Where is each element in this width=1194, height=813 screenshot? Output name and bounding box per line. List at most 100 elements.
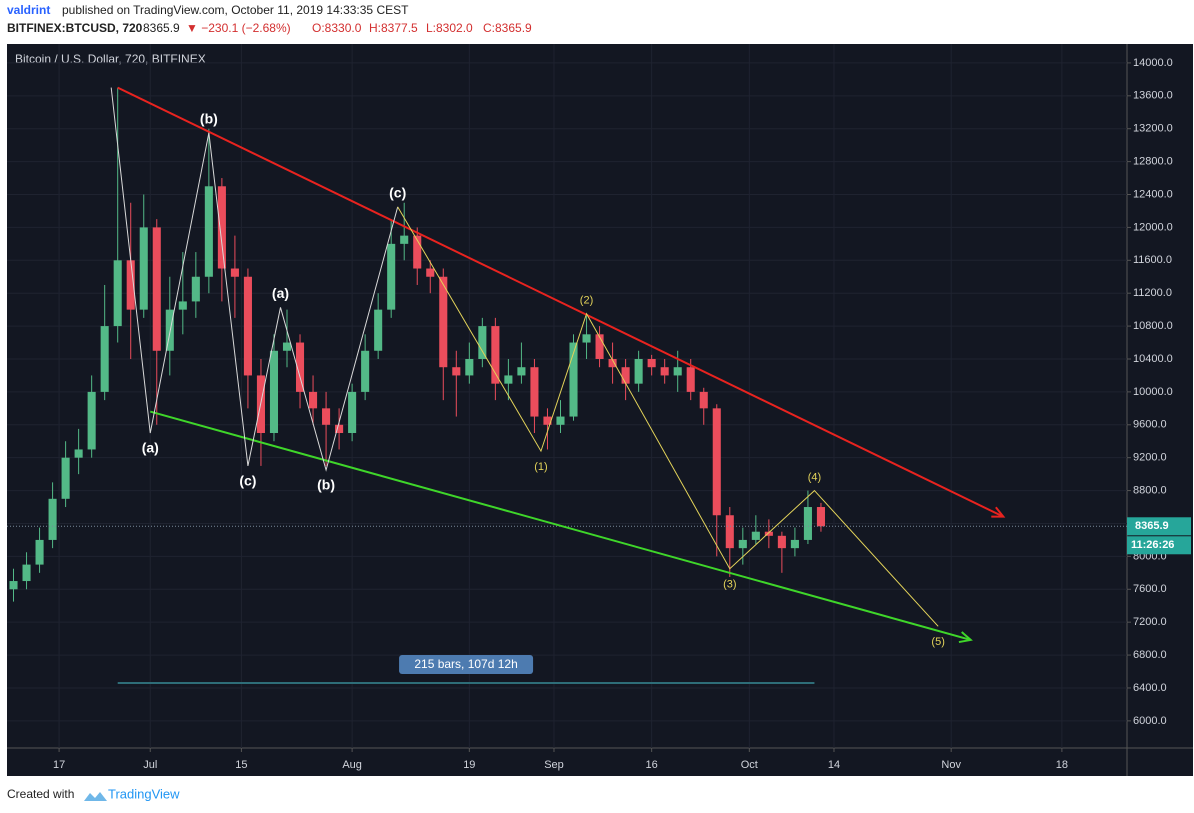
x-tick-label: 16: [646, 759, 658, 771]
candle-body: [699, 391, 708, 409]
ohlc: O:8330.0 H:8377.5 L:8302.0 C:8365.9: [312, 21, 532, 35]
candle-body: [608, 358, 617, 368]
y-tick-label: 12800.0: [1133, 156, 1173, 168]
x-tick-label: 17: [53, 759, 65, 771]
candle-body: [803, 507, 812, 540]
candle-body: [191, 276, 200, 302]
candle-body: [100, 326, 109, 392]
author: valdrint: [7, 3, 50, 17]
candle-body: [113, 260, 122, 327]
wave-label: (c): [239, 473, 256, 489]
y-tick-label: 13200.0: [1133, 123, 1173, 135]
candle-body: [361, 350, 370, 392]
candle-body: [517, 367, 526, 376]
candle-body: [269, 350, 279, 434]
wave-label: (1): [534, 461, 547, 473]
candle-body: [751, 531, 760, 540]
ohlc-value: L:8302.0: [426, 21, 473, 35]
candle-body: [595, 334, 604, 359]
symbol: BITFINEX:BTCUSD, 720: [7, 21, 143, 35]
candle-body: [660, 367, 669, 376]
candle-body: [621, 367, 630, 384]
candle-body: [322, 408, 331, 425]
footer-brand[interactable]: TradingView: [108, 786, 180, 801]
candle-body: [374, 309, 383, 351]
wave-label: (a): [142, 440, 159, 456]
trend-arrow: [958, 631, 973, 644]
y-tick-label: 10400.0: [1133, 353, 1173, 365]
candle-body: [387, 243, 396, 310]
x-tick-label: Jul: [143, 759, 157, 771]
candle-body: [530, 367, 539, 417]
wave-label: (3): [723, 579, 736, 591]
x-tick-label: 14: [828, 759, 840, 771]
trend-line: [117, 86, 1004, 518]
y-tick-label: 8800.0: [1133, 484, 1167, 496]
candle-body: [777, 535, 786, 549]
y-tick-label: 10000.0: [1133, 386, 1173, 398]
candle-body: [48, 498, 57, 540]
x-tick-label: Aug: [342, 759, 362, 771]
change: ▼ −230.1 (−2.68%): [186, 21, 291, 35]
y-tick-label: 6800.0: [1133, 649, 1167, 661]
candle-body: [413, 235, 422, 269]
x-tick-label: 18: [1056, 759, 1068, 771]
candle-body: [439, 276, 448, 368]
chart-background: [7, 44, 1193, 776]
footer-created: Created with: [7, 787, 74, 801]
y-tick-label: 14000.0: [1133, 57, 1173, 69]
candle-body: [582, 334, 591, 343]
candle-body: [204, 186, 213, 277]
candle-body: [686, 367, 695, 392]
countdown-label: 11:26:26: [1131, 539, 1174, 551]
candle-body: [634, 358, 643, 384]
candle-body: [165, 309, 174, 351]
trend-line: [149, 410, 971, 641]
candle-body: [74, 449, 83, 458]
y-tick-label: 9600.0: [1133, 419, 1167, 431]
chart-title: Bitcoin / U.S. Dollar, 720, BITFINEX: [15, 52, 206, 66]
candle-body: [543, 416, 552, 425]
measure-label: 215 bars, 107d 12h: [414, 657, 517, 671]
y-tick-label: 11200.0: [1133, 287, 1172, 299]
trend-arrow: [991, 506, 1006, 518]
countdown-box: [1127, 536, 1191, 555]
candle-body: [295, 342, 305, 392]
wave-label: (c): [389, 185, 406, 201]
candle-body: [725, 515, 734, 549]
candle-body: [712, 408, 721, 516]
y-tick-label: 6400.0: [1133, 682, 1167, 694]
candle-body: [217, 186, 226, 269]
logo: [84, 792, 107, 801]
wave-label: (a): [272, 285, 289, 301]
x-tick-label: 15: [235, 759, 247, 771]
candle-body: [309, 391, 318, 409]
candle-body: [139, 227, 148, 310]
candle-body: [452, 367, 461, 376]
y-tick-label: 12000.0: [1133, 221, 1173, 233]
candle-body: [335, 424, 344, 434]
y-tick-label: 13600.0: [1133, 90, 1173, 102]
candle-body: [647, 358, 656, 368]
x-tick-label: Sep: [544, 759, 564, 771]
ohlc-value: O:8330.0: [312, 21, 362, 35]
y-tick-label: 12400.0: [1133, 188, 1173, 200]
candle-body: [348, 391, 357, 434]
candle-body: [178, 301, 187, 310]
wave-label: (b): [317, 477, 335, 493]
x-tick-label: Nov: [941, 759, 961, 771]
wave-label: (5): [931, 636, 944, 648]
candle-body: [478, 326, 487, 359]
candle-body: [673, 367, 682, 376]
candle-body: [465, 358, 474, 376]
price: 8365.9: [143, 21, 180, 35]
candle-body: [764, 531, 773, 536]
candle-body: [152, 227, 161, 351]
published: published on TradingView.com, October 11…: [62, 3, 409, 17]
grid: [7, 44, 1127, 748]
candle-body: [816, 507, 825, 527]
candle-body: [9, 581, 18, 590]
candle-body: [400, 235, 409, 244]
ohlc-value: C:8365.9: [483, 21, 532, 35]
